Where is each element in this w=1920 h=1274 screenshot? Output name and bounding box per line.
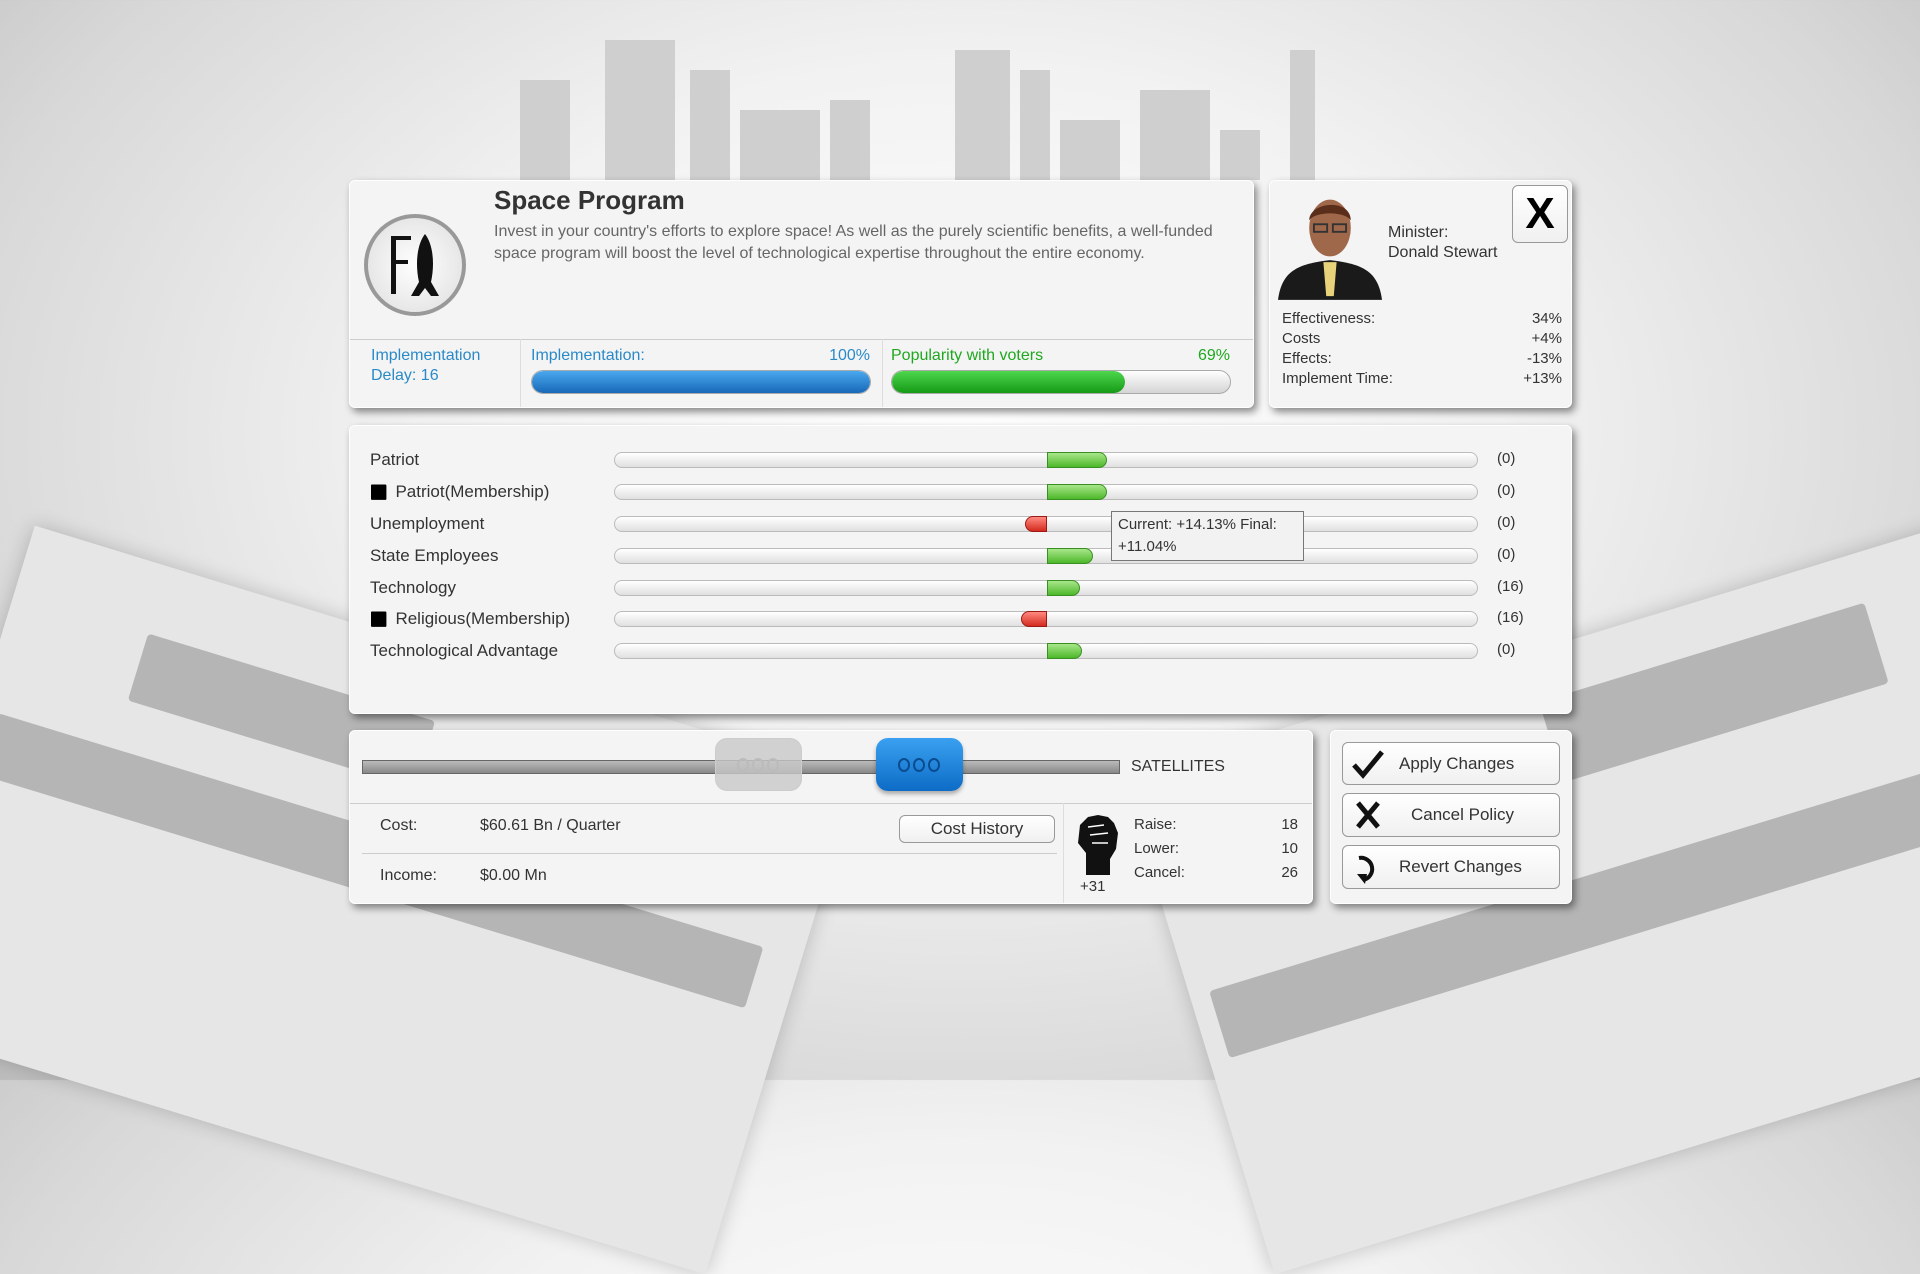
stat-value: +4% — [1531, 330, 1562, 347]
effect-bar-positive — [1047, 484, 1108, 500]
button-label: Cancel Policy — [1411, 805, 1514, 824]
minister-name: Donald Stewart — [1388, 244, 1498, 261]
effect-bar-track — [614, 484, 1478, 500]
cost-value: $60.61 Bn / Quarter — [480, 817, 621, 834]
effect-label: State Employees — [370, 546, 499, 565]
effect-value: (0) — [1497, 641, 1516, 658]
revert-changes-button[interactable]: Revert Changes — [1342, 845, 1560, 889]
effect-bar-positive — [1047, 548, 1093, 564]
fist-icon — [1078, 815, 1118, 875]
city-skyline-background — [520, 40, 1315, 180]
effect-label: Technological Advantage — [370, 641, 559, 660]
effect-row[interactable]: Technological Advantage — [370, 638, 558, 664]
stat-label: Effects: — [1282, 350, 1332, 367]
political-cost-list: Raise: 18 Lower: 10 Cancel: 26 — [1134, 813, 1298, 885]
slider-handle[interactable] — [875, 738, 963, 791]
minister-panel: X Minister: Donald Stewart Effectiveness… — [1269, 180, 1572, 408]
implementation-progress-bar — [531, 370, 871, 394]
effect-row[interactable]: 👪 Patriot(Membership) — [370, 479, 549, 505]
policy-info-panel: Space Program Invest in your country's e… — [349, 180, 1254, 408]
political-capital-value: +31 — [1080, 878, 1106, 895]
effect-bar-positive — [1047, 452, 1108, 468]
stat-label: Costs — [1282, 330, 1321, 347]
effect-row[interactable]: 👪 Religious(Membership) — [370, 606, 570, 632]
stat-label: Effectiveness: — [1282, 310, 1376, 327]
stat-value: 34% — [1531, 310, 1562, 327]
political-cost-label: Cancel: — [1134, 864, 1185, 881]
effect-label: Patriot(Membership) — [395, 482, 550, 501]
effect-row[interactable]: State Employees — [370, 543, 499, 569]
political-cost-value: 10 — [1281, 840, 1298, 857]
revert-icon — [1357, 855, 1375, 884]
effect-row[interactable]: Unemployment — [370, 511, 484, 537]
effect-value: (0) — [1497, 450, 1516, 467]
effect-value: (16) — [1497, 609, 1524, 626]
popularity-progress-bar — [891, 370, 1231, 394]
stat-value: -13% — [1526, 350, 1562, 367]
effects-panel: Patriot (0) 👪 Patriot(Membership) (0) Unemplo… — [349, 425, 1572, 714]
apply-changes-button[interactable]: Apply Changes — [1342, 742, 1560, 785]
close-button[interactable]: X — [1512, 185, 1568, 243]
checkmark-icon — [1352, 749, 1384, 779]
cancel-policy-button[interactable]: Cancel Policy — [1342, 793, 1560, 837]
minister-portrait — [1278, 199, 1382, 300]
political-cost-label: Raise: — [1134, 816, 1177, 833]
actions-panel: Apply Changes Cancel Policy Revert Chang… — [1330, 730, 1572, 904]
popularity-value: 69% — [1197, 347, 1230, 364]
cost-history-button[interactable]: Cost History — [899, 815, 1055, 843]
effect-value: (0) — [1497, 546, 1516, 563]
policy-title: Space Program — [494, 185, 685, 215]
effect-bar-track — [614, 548, 1478, 564]
income-value: $0.00 Mn — [480, 867, 547, 884]
effect-bar-negative — [1021, 611, 1047, 627]
effect-value: (0) — [1497, 514, 1516, 531]
effect-label: Technology — [370, 578, 457, 597]
political-cost-label: Lower: — [1134, 840, 1180, 857]
effect-row[interactable]: Technology — [370, 575, 456, 601]
rocket-icon — [364, 214, 466, 316]
stat-value: +13% — [1523, 370, 1562, 387]
tooltip-line: +11.04% — [1118, 538, 1177, 555]
effect-bar-positive — [1047, 580, 1080, 596]
button-label: Apply Changes — [1399, 753, 1515, 773]
effect-bar-negative — [1025, 516, 1047, 532]
implementation-delay-value: Delay: 16 — [371, 367, 439, 384]
effect-tooltip: Current: +14.13% Final: +11.04% — [1111, 511, 1304, 561]
people-group-icon: 👪 — [370, 610, 388, 627]
effect-value: (0) — [1497, 482, 1516, 499]
effect-value: (16) — [1497, 578, 1524, 595]
implementation-value: 100% — [829, 347, 870, 364]
effect-label: Patriot — [370, 450, 420, 469]
people-group-icon: 👪 — [370, 483, 388, 500]
effect-bar-track — [614, 643, 1478, 659]
effect-bar-positive — [1047, 643, 1083, 659]
minister-stats: Effectiveness: 34% Costs +4% Effects: -13% … — [1282, 309, 1562, 389]
effect-bar-track — [614, 452, 1478, 468]
implementation-delay-label: Implementation — [371, 347, 481, 364]
effect-label: Religious(Membership) — [395, 609, 571, 628]
stat-label: Implement Time: — [1282, 370, 1393, 387]
income-label: Income: — [380, 867, 437, 884]
minister-label: Minister: — [1388, 224, 1449, 241]
policy-slider-panel: SATELLITES Cost: $60.61 Bn / Quarter Inc… — [349, 730, 1313, 904]
political-cost-value: 18 — [1281, 816, 1298, 833]
cost-label: Cost: — [380, 817, 418, 834]
policy-description: Invest in your country's efforts to expl… — [494, 223, 1213, 262]
button-label: Revert Changes — [1399, 857, 1522, 876]
previous-slider-position — [714, 738, 802, 791]
popularity-label: Popularity with voters — [891, 347, 1044, 364]
effect-bar-track — [614, 580, 1478, 596]
implementation-label: Implementation: — [531, 347, 645, 364]
effect-label: Unemployment — [370, 514, 485, 533]
political-cost-value: 26 — [1281, 864, 1298, 881]
effect-row[interactable]: Patriot — [370, 447, 419, 473]
x-icon — [1356, 801, 1380, 829]
slider-level-label: SATELLITES — [1131, 758, 1225, 775]
newspaper-headline-graphic — [1539, 602, 1889, 783]
tooltip-line: Current: +14.13% Final: — [1118, 516, 1277, 533]
